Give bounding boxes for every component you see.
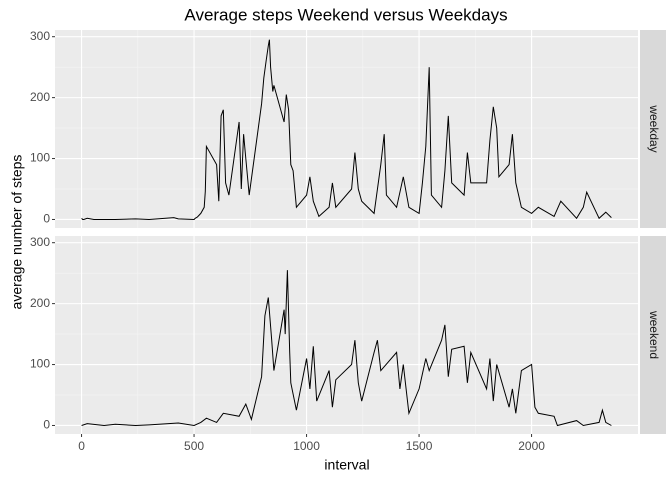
x-tick-label: 0 bbox=[78, 439, 85, 453]
y-tick-label: 200 bbox=[30, 296, 50, 310]
panel-background bbox=[55, 30, 638, 228]
y-tick-label: 100 bbox=[30, 357, 50, 371]
y-tick-label: 300 bbox=[30, 235, 50, 249]
x-tick-label: 1500 bbox=[406, 439, 433, 453]
x-axis-title: interval bbox=[324, 457, 369, 473]
y-axis-title: average number of steps bbox=[9, 155, 25, 310]
data-line bbox=[81, 39, 612, 221]
facet-strip bbox=[640, 30, 666, 228]
y-tick-label: 0 bbox=[43, 418, 50, 432]
y-tick-label: 100 bbox=[30, 151, 50, 165]
facet-strip bbox=[640, 236, 666, 434]
panel-background bbox=[55, 236, 638, 434]
y-tick-label: 200 bbox=[30, 90, 50, 104]
x-tick-label: 2000 bbox=[518, 439, 545, 453]
facet-label: weekend bbox=[647, 310, 661, 359]
y-tick-label: 300 bbox=[30, 29, 50, 43]
x-tick-label: 500 bbox=[184, 439, 204, 453]
facet-label: weekday bbox=[647, 104, 661, 152]
chart-title: Average steps Weekend versus Weekdays bbox=[184, 5, 507, 24]
x-tick-label: 1000 bbox=[293, 439, 320, 453]
y-tick-label: 0 bbox=[43, 212, 50, 226]
data-line bbox=[81, 270, 612, 427]
